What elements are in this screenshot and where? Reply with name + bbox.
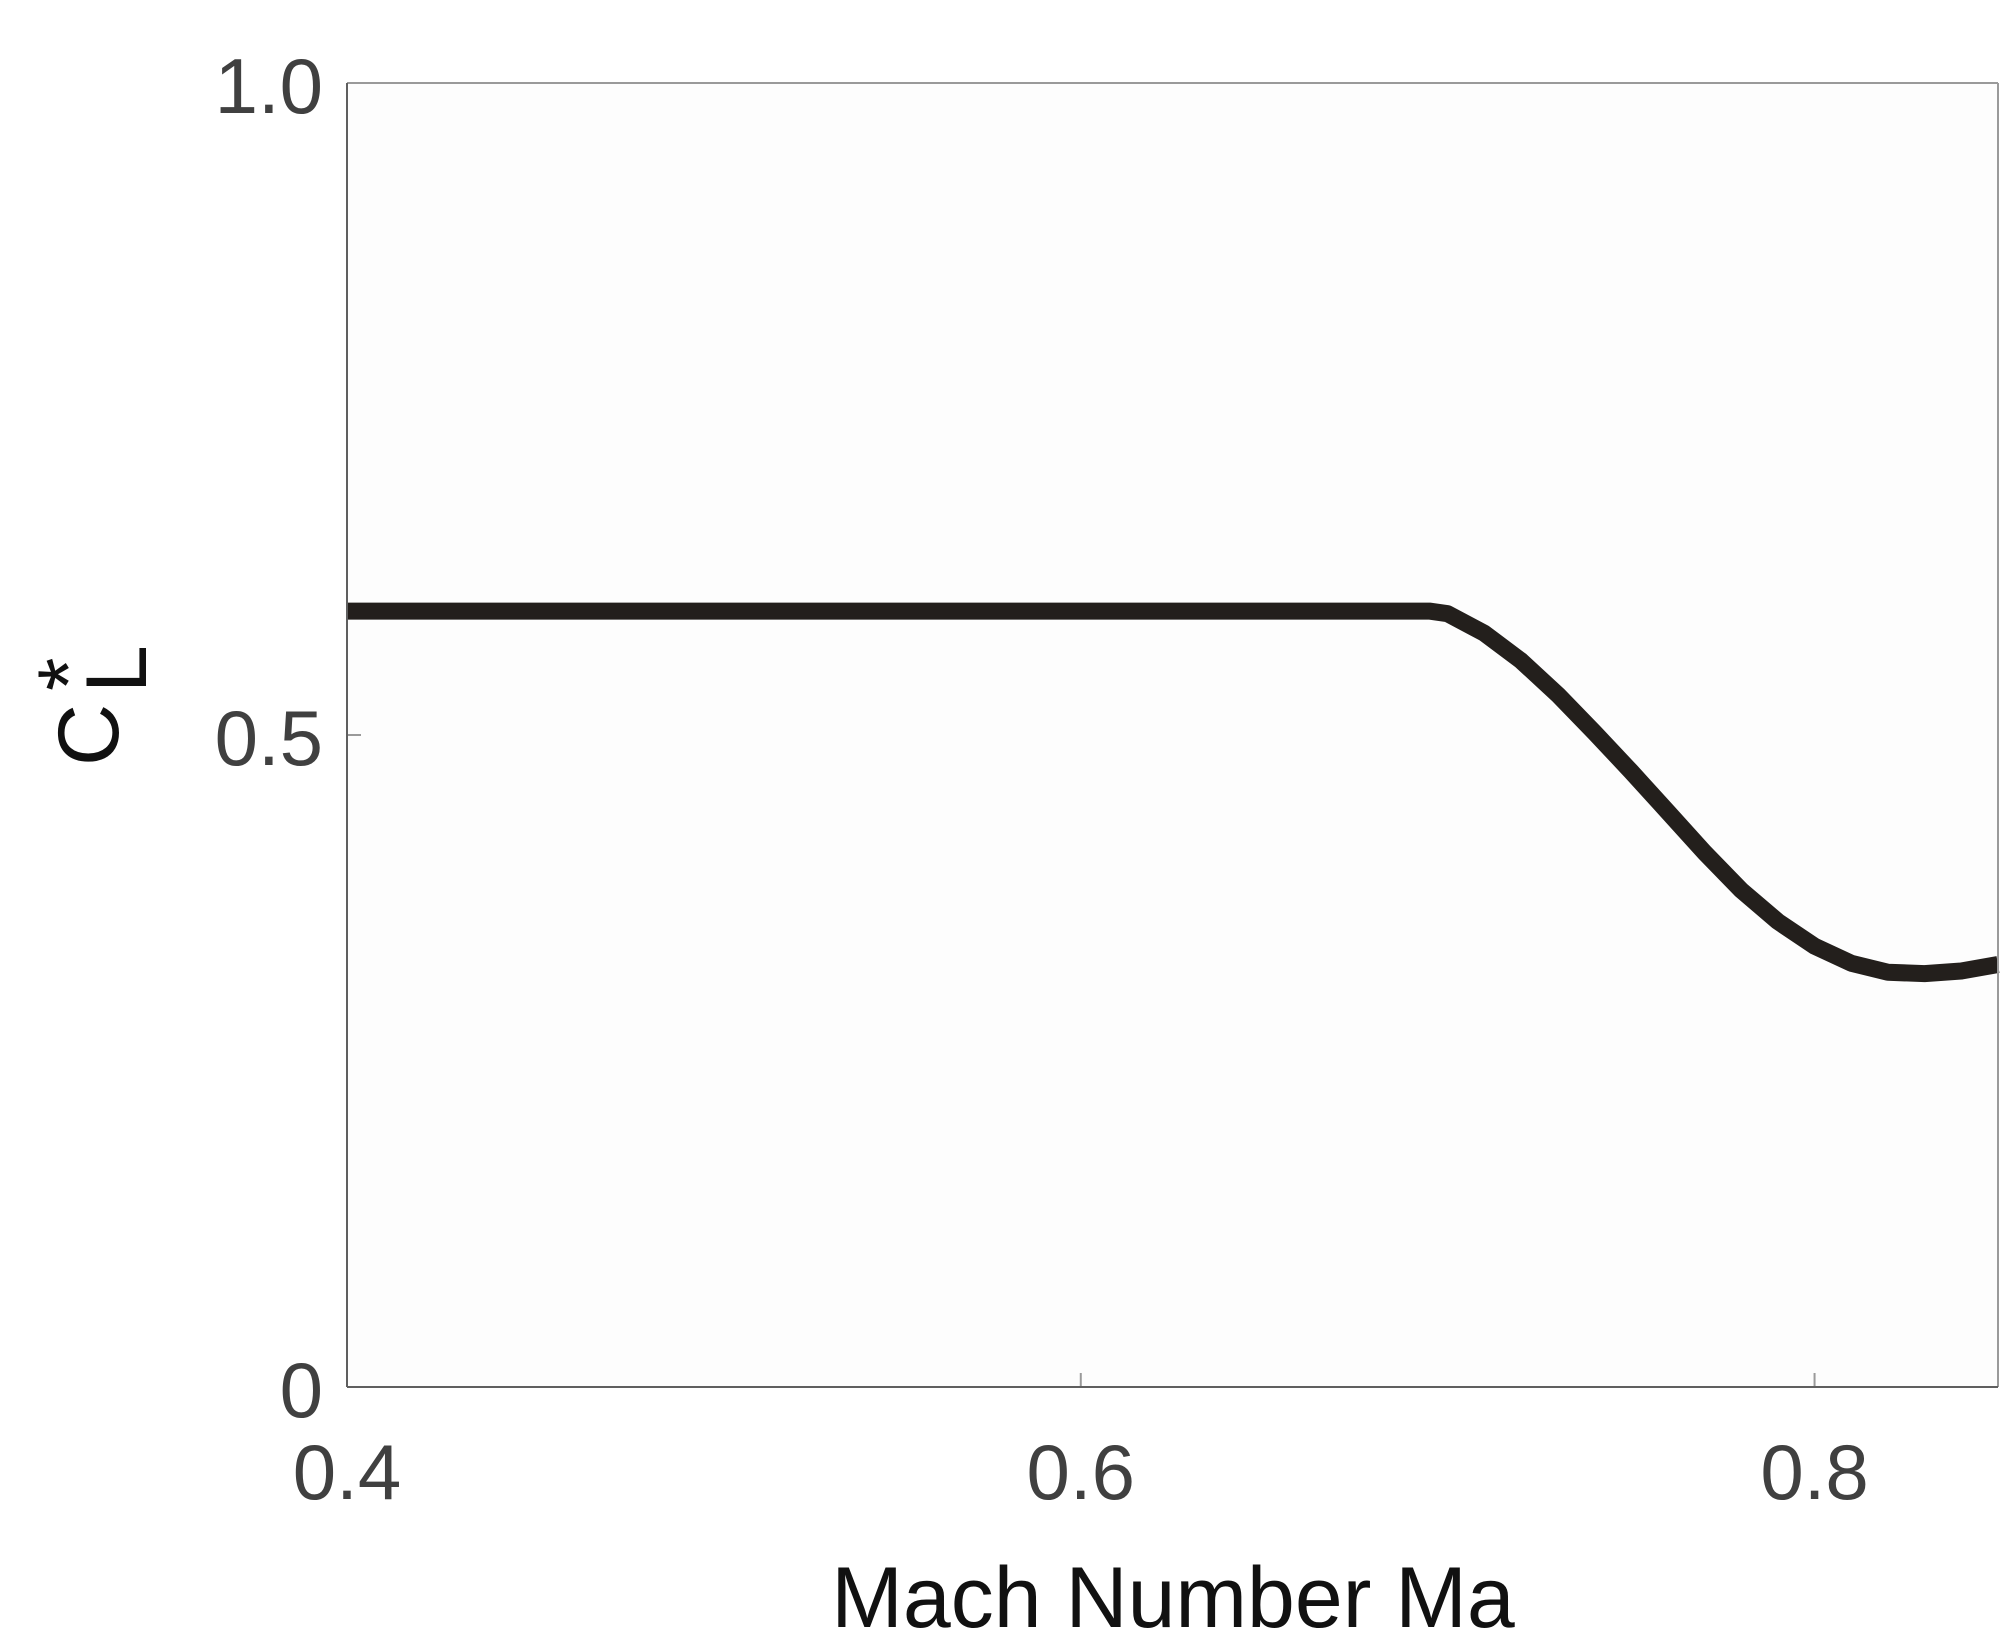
y-tick-label: 0.5 (215, 694, 323, 782)
y-tick-label: 0 (280, 1346, 323, 1434)
y-axis-label-main: C (41, 704, 137, 766)
data-series-line (347, 602, 2000, 983)
x-tick-label: 0.6 (1027, 1428, 1135, 1516)
y-axis-label-subscript: L (69, 645, 165, 693)
x-tick-label: 0.8 (1760, 1428, 1868, 1516)
y-axis-label: C * L (21, 645, 165, 766)
y-tick-label: 1.0 (215, 42, 323, 130)
y-axis-label-superscript: * (21, 658, 117, 691)
x-tick-labels: 0.4 0.6 0.8 (293, 1428, 1869, 1516)
x-axis-label: Mach Number Ma (831, 1550, 1515, 1646)
plot-area (347, 83, 1998, 1387)
data-series-layer (347, 602, 2000, 983)
y-tick-labels: 0 0.5 1.0 (215, 42, 323, 1434)
x-tick-label: 0.4 (293, 1428, 401, 1516)
